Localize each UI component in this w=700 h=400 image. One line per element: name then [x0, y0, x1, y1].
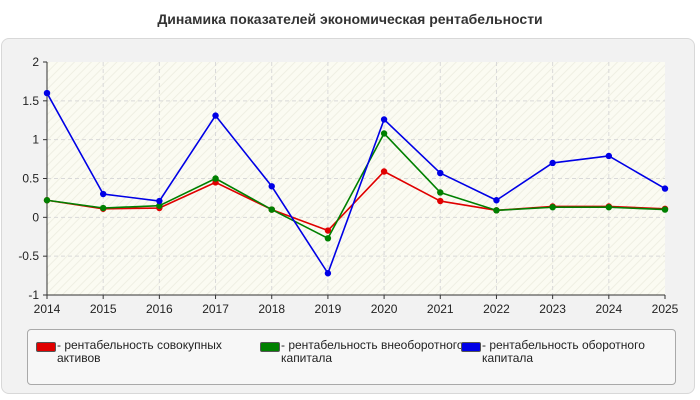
x-tick-label: 2017 — [202, 302, 229, 316]
series-3-point — [268, 183, 275, 190]
y-tick-label: 0.5 — [22, 172, 39, 186]
series-2-point — [437, 189, 444, 196]
legend-swatch-series-2 — [260, 342, 280, 352]
x-tick-label: 2018 — [258, 302, 285, 316]
series-1-point — [437, 197, 444, 205]
x-tick-label: 2014 — [34, 302, 61, 316]
series-2-point — [43, 197, 51, 204]
x-tick-label: 2022 — [483, 302, 510, 316]
x-tick-label: 2015 — [90, 302, 117, 316]
series-3-point — [156, 197, 163, 205]
y-tick-label: 2 — [32, 55, 39, 69]
series-3-point — [324, 270, 332, 277]
legend-label-series-3: - рентабельность оборотного капитала — [482, 338, 645, 365]
series-line-3 — [46, 92, 666, 275]
series-2-point — [380, 130, 388, 137]
series-line-2 — [46, 132, 666, 240]
x-tick-label: 2023 — [539, 302, 566, 316]
series-2-point — [156, 202, 163, 209]
chart-title: Динамика показателей экономическая рента… — [157, 11, 543, 27]
legend: - рентабельность совокупных активов - ре… — [27, 329, 676, 385]
x-tick-label: 2020 — [371, 302, 398, 316]
series-2-point — [268, 206, 275, 213]
series-3-point — [99, 190, 107, 198]
series-2-point — [493, 207, 500, 214]
series-3-point — [549, 159, 556, 167]
y-tick-label: 0 — [32, 210, 39, 224]
legend-label-series-2: - рентабельность внеоборотного капитала — [281, 338, 464, 365]
series-3-point — [43, 89, 51, 97]
y-tick-label: -0.5 — [18, 249, 39, 263]
series-2-point — [324, 235, 332, 242]
series-3-point — [380, 116, 388, 123]
series-2-point — [549, 204, 556, 211]
series-2-point — [661, 206, 669, 213]
series-3-point — [605, 152, 613, 160]
x-tick-label: 2019 — [315, 302, 342, 316]
series-2-point — [605, 204, 613, 211]
series-1-point — [380, 168, 388, 175]
series-3-point — [437, 169, 444, 177]
series-2-point — [212, 175, 219, 182]
legend-swatch-series-3 — [461, 342, 481, 352]
legend-swatch-series-1 — [36, 342, 56, 352]
legend-label-series-1: - рентабельность совокупных активов — [57, 338, 222, 365]
x-tick-label: 2016 — [146, 302, 173, 316]
x-tick-label: 2021 — [427, 302, 454, 316]
y-tick-label: 1 — [32, 133, 39, 147]
series-3-point — [493, 197, 500, 204]
x-tick-label: 2025 — [652, 302, 679, 316]
series-3-point — [212, 112, 219, 119]
series-1-point — [324, 227, 332, 234]
x-tick-label: 2024 — [595, 302, 622, 316]
y-tick-label: -1 — [28, 288, 39, 302]
series-3-point — [661, 185, 669, 192]
y-tick-label: 1.5 — [22, 94, 39, 108]
series-2-point — [99, 204, 107, 212]
